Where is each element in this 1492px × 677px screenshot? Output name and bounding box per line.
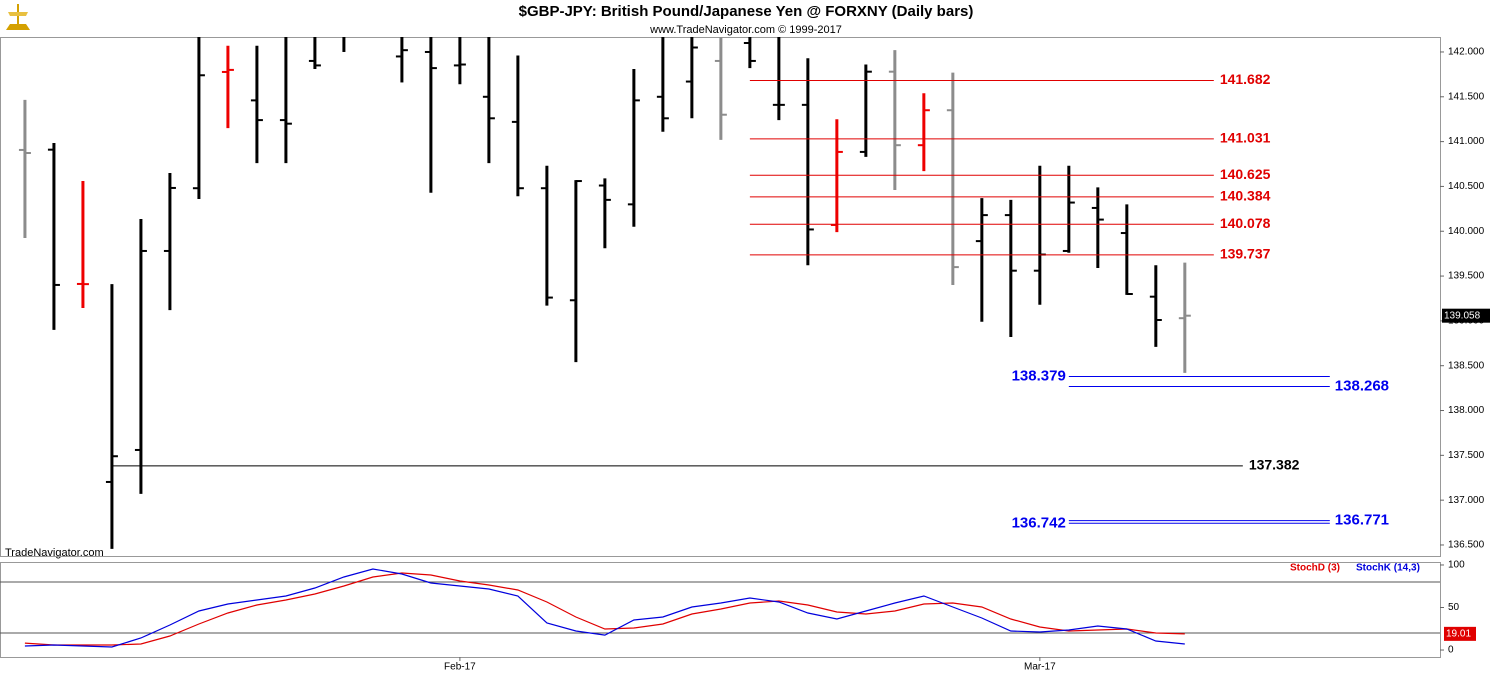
last-price-label: 139.058: [1444, 310, 1481, 321]
y-tick-label: 0: [1448, 645, 1454, 656]
level-label: 138.379: [1012, 368, 1066, 385]
level-label: 137.382: [1249, 457, 1300, 473]
level-label: 136.742: [1012, 514, 1066, 531]
level-label: 140.625: [1220, 166, 1271, 182]
level-label: 136.771: [1335, 512, 1389, 529]
logo: [6, 4, 30, 30]
stoch-line: [24, 568, 1185, 648]
y-tick-label: 141.500: [1448, 91, 1485, 102]
stoch-lines: [24, 568, 1185, 648]
stoch-panel-border: [0, 562, 1441, 658]
last-price-box: [1442, 308, 1490, 323]
y-tick-label: 136.500: [1448, 540, 1485, 551]
chart-subtitle: www.TradeNavigator.com © 1999-2017: [649, 24, 842, 36]
y-tick-label: 138.500: [1448, 360, 1485, 371]
y-tick-label: 142.000: [1448, 47, 1485, 58]
y-tick-label: 140.500: [1448, 181, 1485, 192]
y-tick-label: 141.000: [1448, 136, 1485, 147]
level-label: 141.031: [1220, 130, 1271, 146]
last-value-box: [1444, 626, 1476, 641]
level-label: 141.682: [1220, 71, 1271, 87]
y-tick-label: 137.000: [1448, 495, 1485, 506]
y-tick-label: 137.500: [1448, 450, 1485, 461]
y-tick-label: 140.000: [1448, 226, 1485, 237]
level-label: 140.078: [1220, 215, 1271, 231]
legend-entry: StochK (14,3): [1356, 563, 1420, 574]
legend-entry: StochD (3): [1290, 563, 1340, 574]
price-bars: [18, 37, 1330, 549]
level-label: 139.737: [1220, 246, 1271, 262]
watermark: TradeNavigator.com: [5, 547, 104, 559]
y-tick-label: 50: [1448, 602, 1460, 613]
level-label: 140.384: [1220, 188, 1271, 204]
y-tick-label: 139.500: [1448, 271, 1485, 282]
chart-title: $GBP-JPY: British Pound/Japanese Yen @ F…: [519, 3, 974, 20]
last-value-label: 19.01: [1446, 628, 1471, 639]
y-tick-label: 138.000: [1448, 405, 1485, 416]
stoch-line: [24, 572, 1185, 646]
y-tick-label: 100: [1448, 560, 1465, 571]
x-tick-label: Feb-17: [444, 662, 476, 673]
x-tick-label: Mar-17: [1024, 662, 1056, 673]
level-label: 138.268: [1335, 377, 1389, 394]
